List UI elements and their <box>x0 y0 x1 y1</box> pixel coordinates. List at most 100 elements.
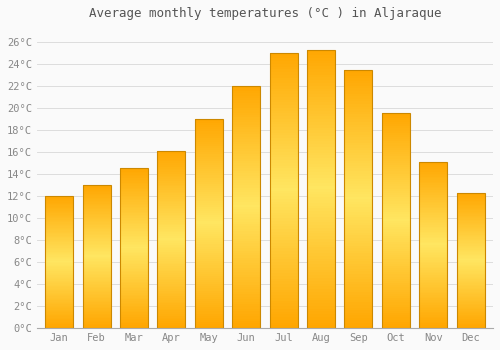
Bar <box>456 293 484 294</box>
Bar <box>270 160 297 163</box>
Bar <box>270 86 297 89</box>
Bar <box>270 56 297 58</box>
Bar <box>344 163 372 166</box>
Bar <box>382 210 410 212</box>
Bar <box>195 234 223 236</box>
Bar <box>307 105 335 108</box>
Bar <box>195 125 223 127</box>
Bar <box>232 314 260 316</box>
Bar <box>120 223 148 224</box>
Bar <box>344 256 372 259</box>
Bar <box>120 181 148 183</box>
Bar <box>419 292 447 293</box>
Bar <box>45 283 74 285</box>
Bar <box>270 61 297 64</box>
Bar <box>344 266 372 269</box>
Bar <box>419 255 447 257</box>
Bar <box>344 223 372 225</box>
Bar <box>382 191 410 193</box>
Bar <box>419 298 447 300</box>
Bar <box>270 303 297 306</box>
Bar <box>307 66 335 69</box>
Bar <box>45 299 74 300</box>
Bar <box>232 139 260 142</box>
Bar <box>195 132 223 134</box>
Bar <box>232 304 260 306</box>
Bar <box>158 151 186 328</box>
Bar <box>158 275 186 277</box>
Bar <box>382 169 410 172</box>
Bar <box>120 269 148 271</box>
Bar <box>232 149 260 151</box>
Bar <box>382 292 410 294</box>
Bar <box>456 247 484 248</box>
Bar <box>120 232 148 234</box>
Bar <box>456 278 484 279</box>
Bar <box>419 323 447 325</box>
Bar <box>82 217 110 218</box>
Bar <box>382 161 410 163</box>
Bar <box>307 158 335 161</box>
Bar <box>232 171 260 173</box>
Bar <box>456 248 484 250</box>
Bar <box>195 295 223 297</box>
Bar <box>158 229 186 231</box>
Bar <box>382 180 410 182</box>
Bar <box>270 171 297 174</box>
Bar <box>158 243 186 245</box>
Bar <box>456 320 484 321</box>
Bar <box>382 268 410 270</box>
Bar <box>307 55 335 58</box>
Bar <box>419 320 447 322</box>
Bar <box>382 274 410 277</box>
Bar <box>82 257 110 258</box>
Bar <box>270 72 297 75</box>
Bar <box>232 219 260 222</box>
Bar <box>307 75 335 77</box>
Bar <box>307 314 335 317</box>
Bar <box>419 175 447 177</box>
Bar <box>82 231 110 232</box>
Bar <box>270 215 297 218</box>
Bar <box>419 205 447 207</box>
Bar <box>120 261 148 263</box>
Bar <box>45 271 74 273</box>
Bar <box>120 175 148 176</box>
Bar <box>307 119 335 122</box>
Bar <box>195 209 223 211</box>
Bar <box>270 188 297 190</box>
Bar <box>158 245 186 247</box>
Bar <box>120 306 148 307</box>
Bar <box>382 229 410 232</box>
Bar <box>270 113 297 116</box>
Bar <box>82 238 110 239</box>
Bar <box>45 282 74 283</box>
Bar <box>456 236 484 237</box>
Bar <box>270 199 297 202</box>
Bar <box>382 238 410 240</box>
Bar <box>344 99 372 101</box>
Bar <box>270 53 297 328</box>
Bar <box>344 202 372 204</box>
Bar <box>344 112 372 114</box>
Bar <box>344 174 372 176</box>
Bar <box>45 273 74 274</box>
Bar <box>158 270 186 272</box>
Bar <box>270 130 297 133</box>
Bar <box>232 321 260 323</box>
Bar <box>158 204 186 206</box>
Bar <box>419 220 447 222</box>
Bar <box>45 281 74 282</box>
Bar <box>195 119 223 328</box>
Bar <box>382 324 410 326</box>
Bar <box>158 287 186 289</box>
Bar <box>344 86 372 89</box>
Bar <box>419 283 447 285</box>
Bar <box>344 292 372 295</box>
Bar <box>344 287 372 289</box>
Bar <box>456 228 484 229</box>
Bar <box>158 213 186 215</box>
Bar <box>45 236 74 237</box>
Bar <box>232 248 260 251</box>
Bar <box>382 128 410 131</box>
